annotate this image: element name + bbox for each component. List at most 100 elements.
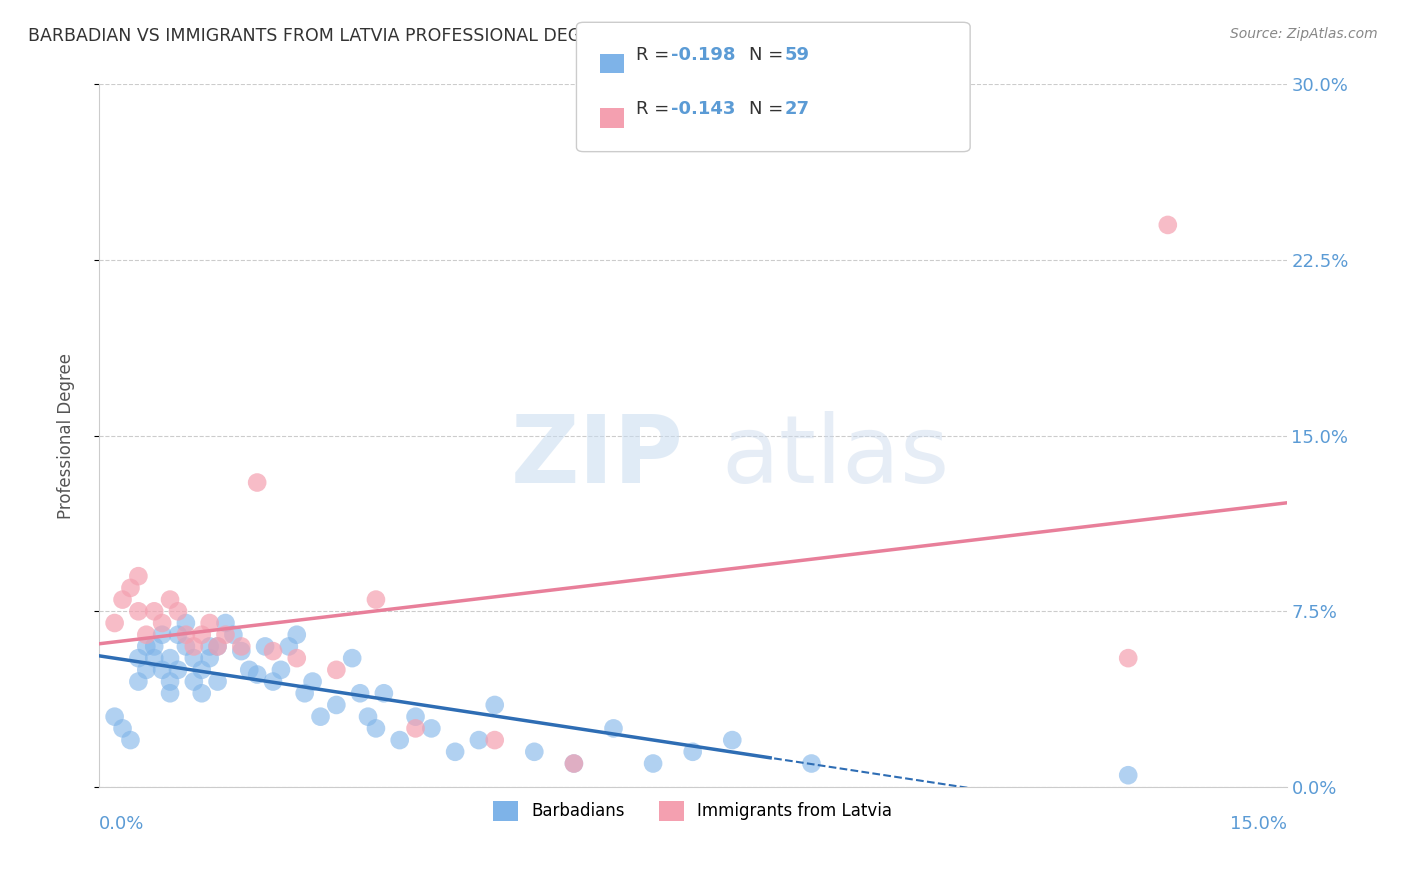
Point bbox=[562, 756, 585, 771]
Point bbox=[721, 733, 744, 747]
Point bbox=[120, 733, 142, 747]
Point bbox=[135, 663, 157, 677]
Point bbox=[800, 756, 823, 771]
Text: Source: ZipAtlas.com: Source: ZipAtlas.com bbox=[1230, 27, 1378, 41]
Point bbox=[1157, 218, 1180, 232]
Point bbox=[104, 709, 127, 723]
Point bbox=[150, 615, 173, 630]
Point bbox=[127, 674, 149, 689]
Point bbox=[231, 644, 253, 658]
Point bbox=[602, 722, 624, 736]
Point bbox=[190, 628, 212, 642]
Point bbox=[562, 756, 585, 771]
Point bbox=[174, 640, 197, 654]
Text: N =: N = bbox=[749, 100, 789, 118]
Point bbox=[285, 651, 308, 665]
Point bbox=[231, 640, 253, 654]
Point bbox=[301, 674, 323, 689]
Point bbox=[682, 745, 704, 759]
Point bbox=[643, 756, 665, 771]
Point bbox=[373, 686, 395, 700]
Point bbox=[150, 663, 173, 677]
Point bbox=[222, 628, 245, 642]
Point bbox=[207, 640, 229, 654]
Text: -0.143: -0.143 bbox=[671, 100, 735, 118]
Point bbox=[238, 663, 260, 677]
Point bbox=[523, 745, 546, 759]
Point bbox=[120, 581, 142, 595]
Point bbox=[143, 640, 166, 654]
Point bbox=[420, 722, 443, 736]
Point bbox=[294, 686, 316, 700]
Point bbox=[167, 628, 190, 642]
Point bbox=[246, 475, 269, 490]
Point bbox=[1116, 768, 1139, 782]
Point bbox=[349, 686, 371, 700]
Point bbox=[246, 667, 269, 681]
Point bbox=[214, 615, 236, 630]
Point bbox=[183, 651, 205, 665]
Point bbox=[262, 644, 284, 658]
Point bbox=[127, 604, 149, 618]
Point bbox=[183, 674, 205, 689]
Point bbox=[484, 733, 506, 747]
Point bbox=[277, 640, 299, 654]
Text: 0.0%: 0.0% bbox=[98, 815, 145, 833]
Point bbox=[190, 686, 212, 700]
Point bbox=[135, 640, 157, 654]
Point bbox=[325, 698, 347, 712]
Point bbox=[262, 674, 284, 689]
Point bbox=[111, 592, 134, 607]
Text: ZIP: ZIP bbox=[512, 410, 685, 503]
Point bbox=[405, 709, 427, 723]
Point bbox=[388, 733, 411, 747]
Text: R =: R = bbox=[636, 100, 675, 118]
Point bbox=[190, 663, 212, 677]
Point bbox=[309, 709, 332, 723]
Point bbox=[468, 733, 491, 747]
Point bbox=[357, 709, 380, 723]
Text: N =: N = bbox=[749, 45, 789, 63]
Point bbox=[159, 651, 181, 665]
Point bbox=[127, 569, 149, 583]
Point bbox=[104, 615, 127, 630]
Point bbox=[270, 663, 292, 677]
Point bbox=[111, 722, 134, 736]
Point bbox=[405, 722, 427, 736]
Point bbox=[159, 674, 181, 689]
Point bbox=[214, 628, 236, 642]
Point bbox=[174, 628, 197, 642]
Text: R =: R = bbox=[636, 45, 675, 63]
Text: -0.198: -0.198 bbox=[671, 45, 735, 63]
Point bbox=[127, 651, 149, 665]
Point bbox=[159, 592, 181, 607]
Point bbox=[183, 640, 205, 654]
Point bbox=[484, 698, 506, 712]
Text: 15.0%: 15.0% bbox=[1230, 815, 1286, 833]
Point bbox=[198, 615, 221, 630]
Point bbox=[198, 651, 221, 665]
Point bbox=[325, 663, 347, 677]
Point bbox=[364, 722, 387, 736]
Point bbox=[198, 640, 221, 654]
Point bbox=[340, 651, 363, 665]
Point bbox=[135, 628, 157, 642]
Legend: Barbadians, Immigrants from Latvia: Barbadians, Immigrants from Latvia bbox=[486, 794, 898, 828]
Point bbox=[444, 745, 467, 759]
Point bbox=[143, 604, 166, 618]
Point bbox=[364, 592, 387, 607]
Point bbox=[207, 640, 229, 654]
Point bbox=[159, 686, 181, 700]
Text: BARBADIAN VS IMMIGRANTS FROM LATVIA PROFESSIONAL DEGREE CORRELATION CHART: BARBADIAN VS IMMIGRANTS FROM LATVIA PROF… bbox=[28, 27, 810, 45]
Point bbox=[1116, 651, 1139, 665]
Point bbox=[285, 628, 308, 642]
Point bbox=[143, 651, 166, 665]
Point bbox=[254, 640, 277, 654]
Y-axis label: Professional Degree: Professional Degree bbox=[58, 352, 75, 518]
Point bbox=[150, 628, 173, 642]
Text: atlas: atlas bbox=[721, 410, 949, 503]
Point bbox=[207, 674, 229, 689]
Point bbox=[174, 615, 197, 630]
Point bbox=[167, 663, 190, 677]
Text: 59: 59 bbox=[785, 45, 810, 63]
